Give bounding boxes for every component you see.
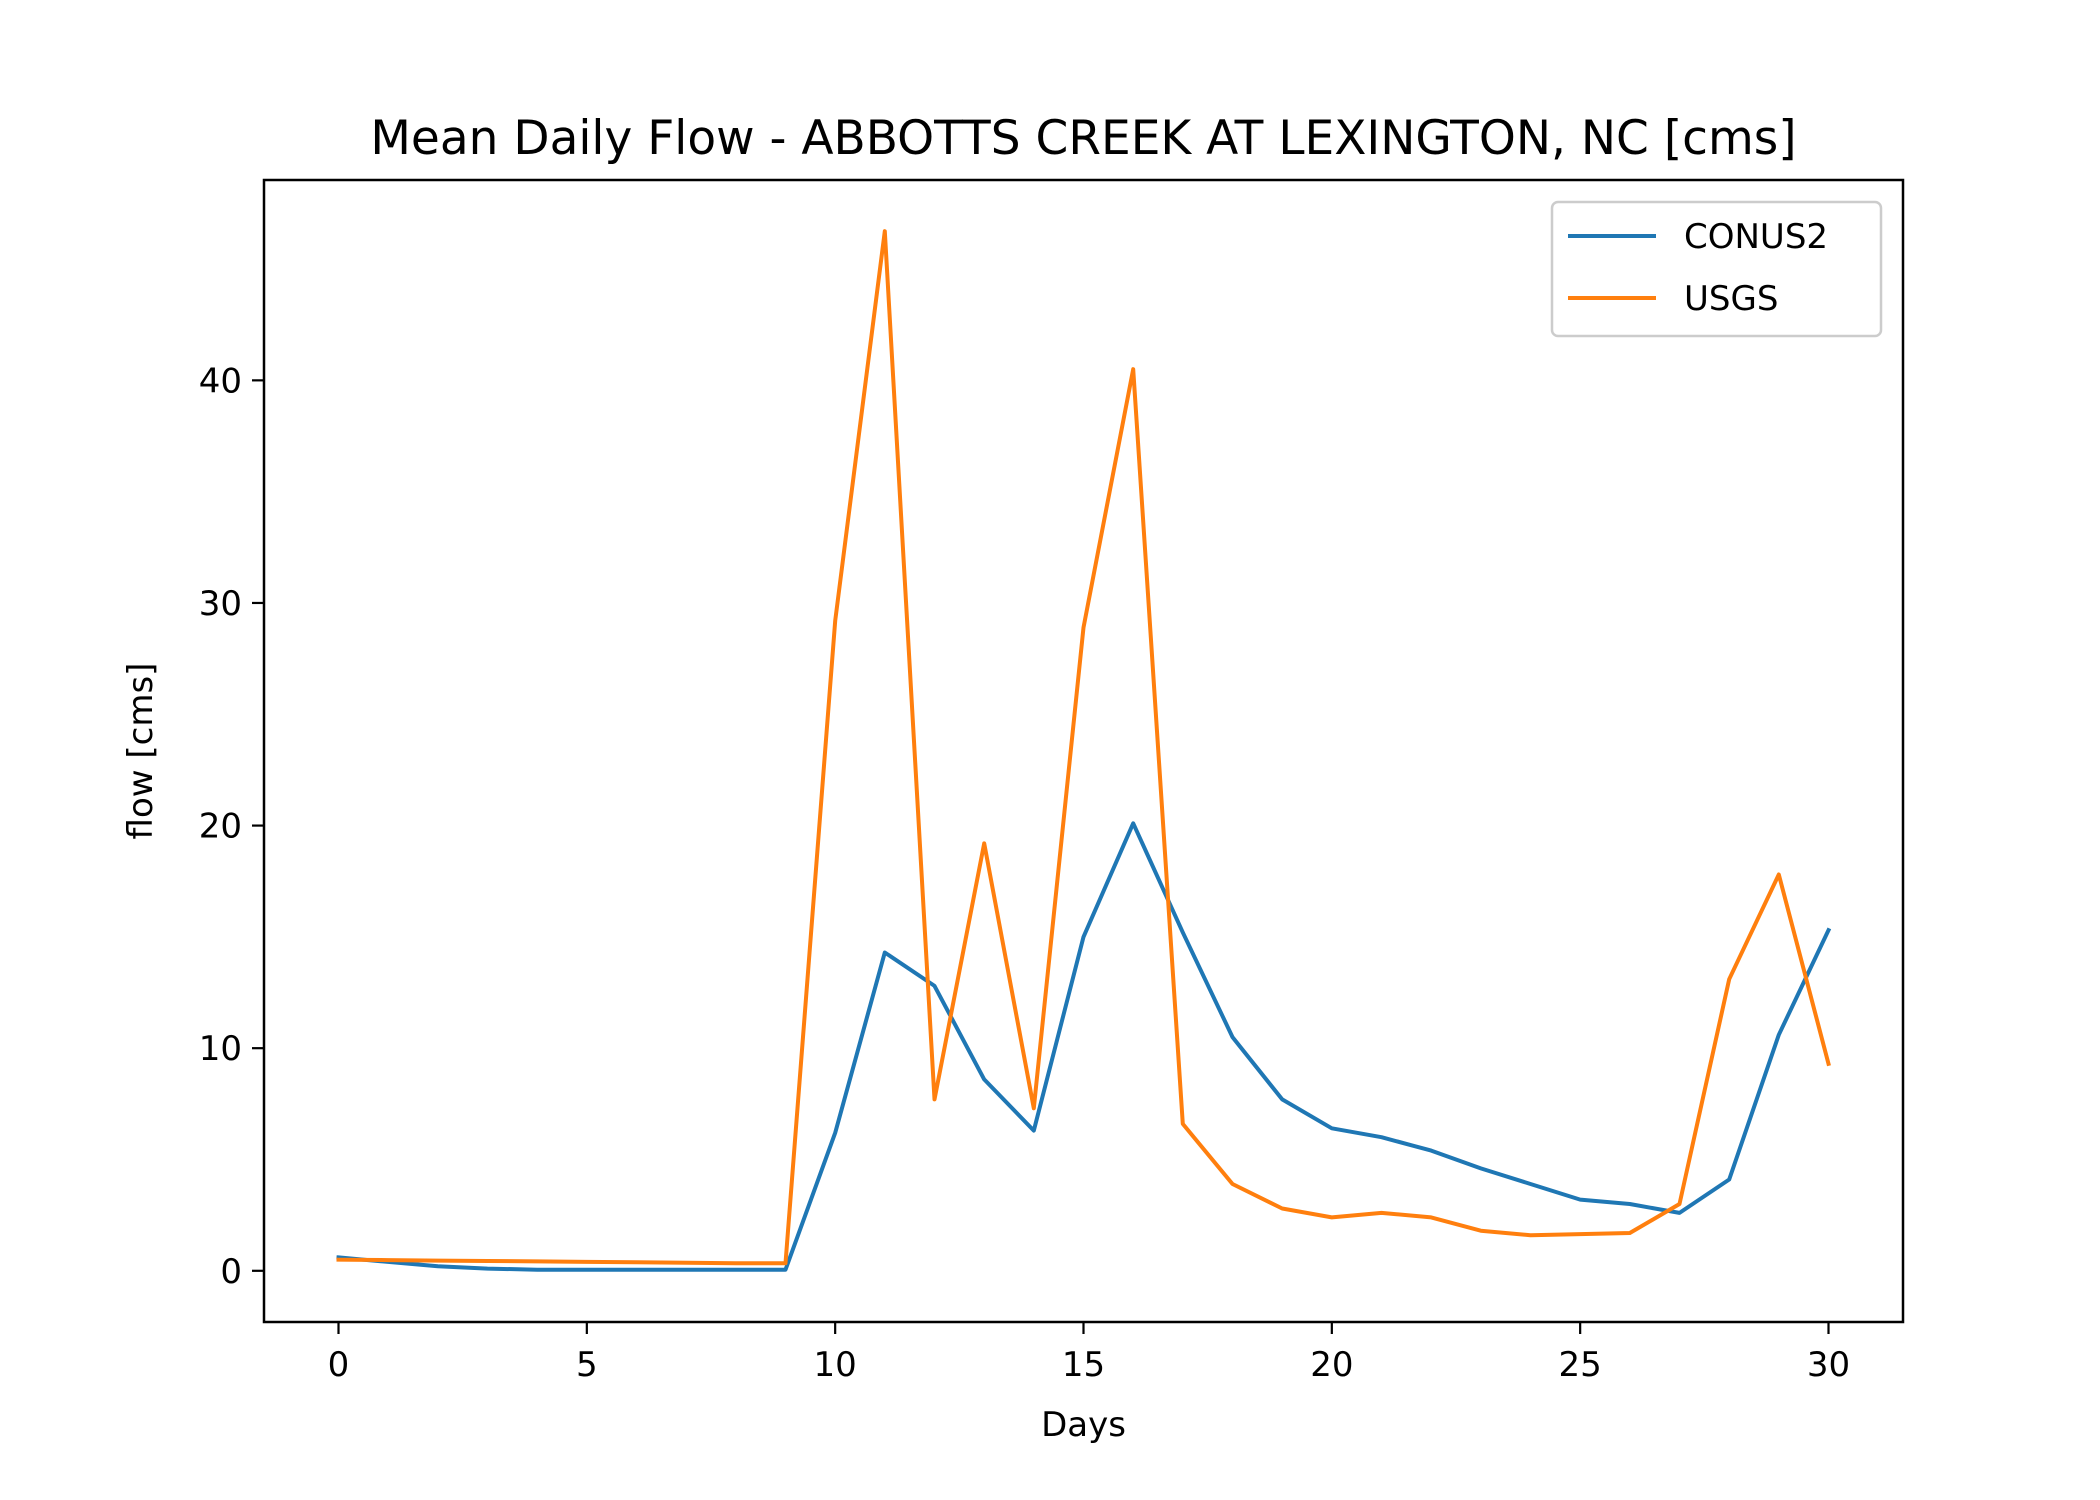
plot-frame [262, 178, 1905, 1324]
chart-title: Mean Daily Flow - ABBOTTS CREEK AT LEXIN… [370, 111, 1796, 166]
x-tick-label: 15 [1062, 1345, 1105, 1385]
y-axis-title: flow [cms] [121, 663, 161, 840]
y-tick-label: 40 [199, 361, 242, 401]
y-tick-label: 30 [199, 584, 242, 624]
x-axis-title: Days [1041, 1405, 1126, 1445]
x-tick-label: 30 [1807, 1345, 1850, 1385]
x-tick-label: 0 [328, 1345, 350, 1385]
x-axis-ticks: 0 5 10 15 20 25 30 [328, 1322, 1850, 1385]
legend-label-conus2: CONUS2 [1684, 217, 1828, 257]
x-tick-label: 10 [814, 1345, 857, 1385]
x-tick-label: 25 [1559, 1345, 1602, 1385]
x-tick-label: 20 [1310, 1345, 1353, 1385]
legend: CONUS2 USGS [1550, 200, 1883, 338]
x-tick-label: 5 [576, 1345, 598, 1385]
series-line-conus2 [336, 821, 1832, 1272]
legend-label-usgs: USGS [1684, 279, 1778, 319]
y-axis-ticks: 0 10 20 30 40 [199, 361, 264, 1292]
series-layer [336, 229, 1832, 1272]
y-tick-label: 10 [199, 1029, 242, 1069]
y-tick-label: 0 [220, 1252, 242, 1292]
series-line-usgs [336, 229, 1831, 1266]
y-tick-label: 20 [199, 807, 242, 847]
